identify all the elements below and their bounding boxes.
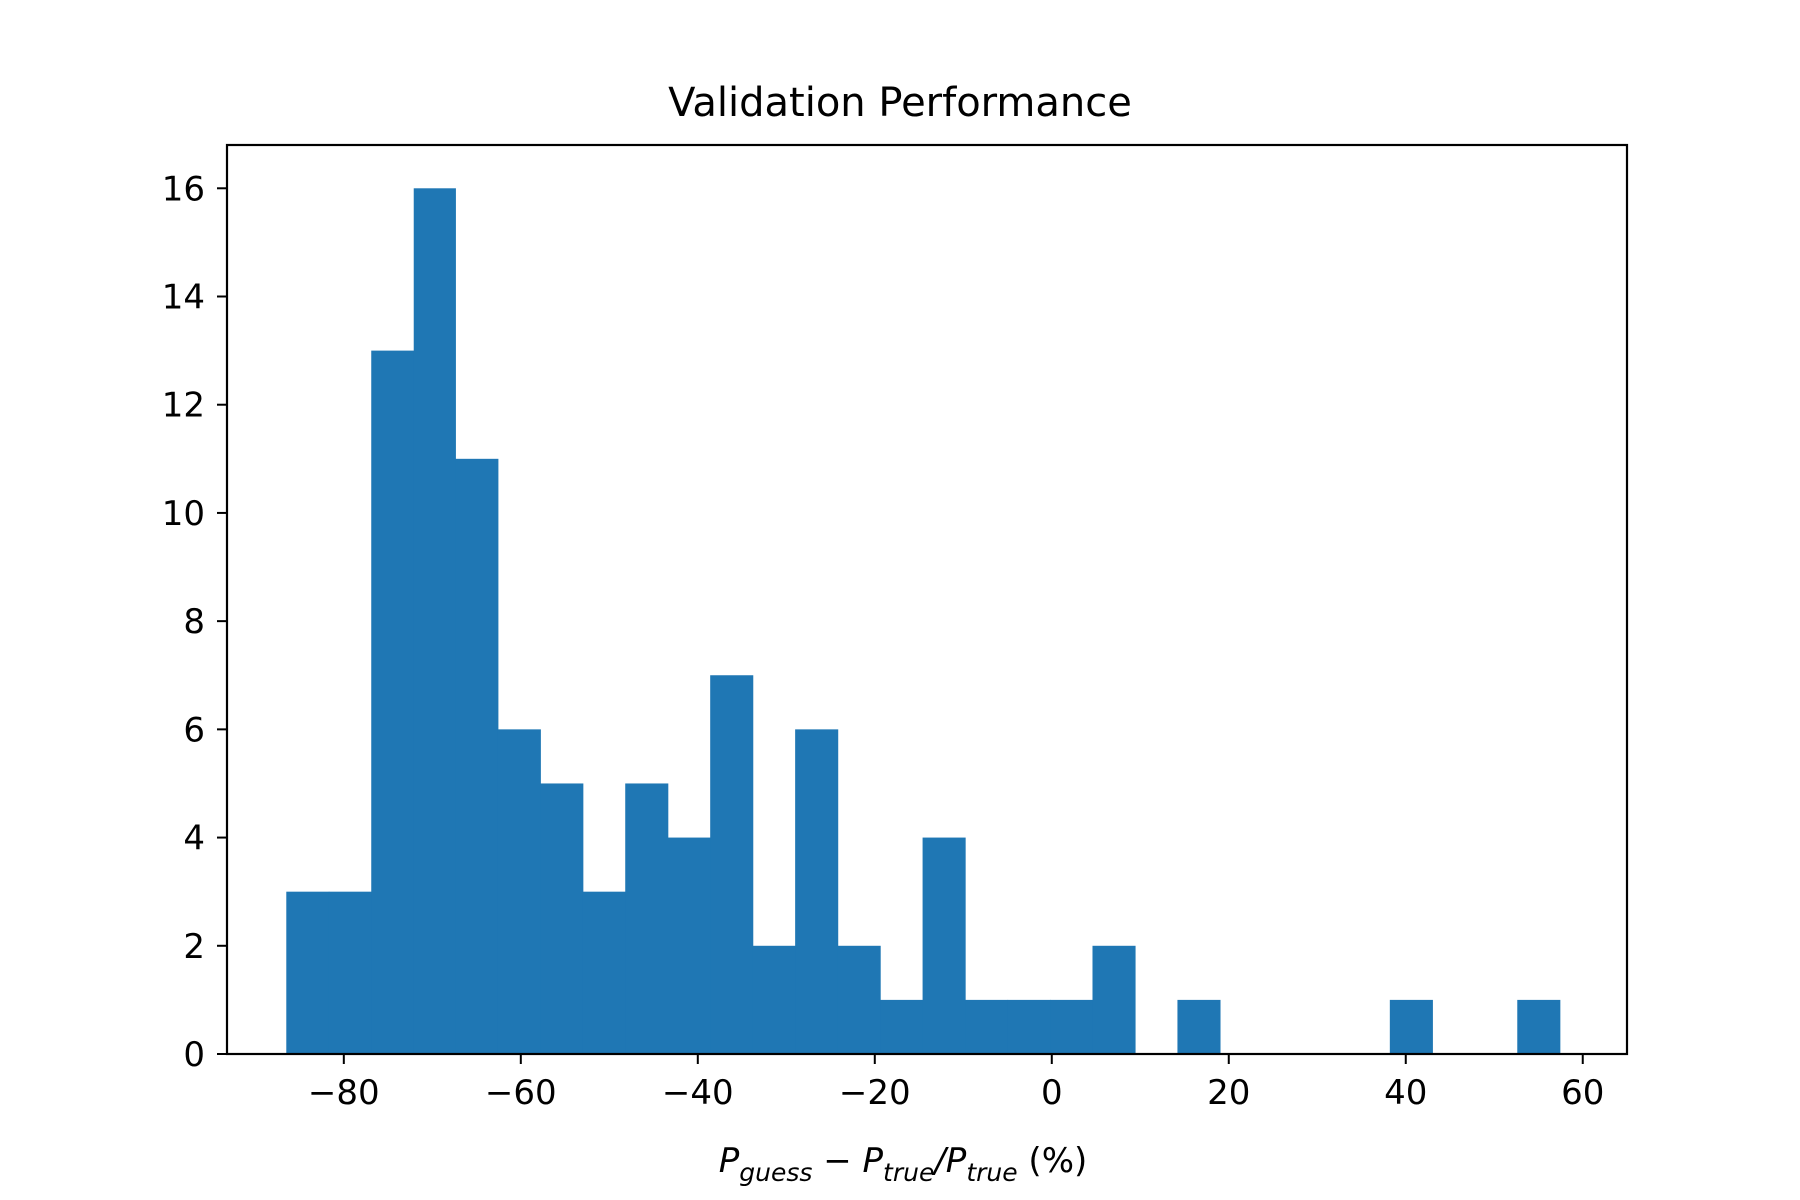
histogram-bar <box>286 891 330 1054</box>
x-axis-label-part: P <box>863 1141 884 1181</box>
histogram-bar <box>965 999 1009 1054</box>
y-tick-label: 6 <box>183 710 205 750</box>
histogram-bar <box>752 945 796 1054</box>
y-tick-label: 10 <box>162 494 205 534</box>
bars-layer <box>286 188 1561 1055</box>
y-axis-ticks: 0 2 4 6 8 10 12 14 16 <box>162 169 227 1075</box>
histogram-bar <box>497 729 541 1054</box>
x-tick-label: −40 <box>662 1073 734 1113</box>
histogram-bar <box>880 999 924 1054</box>
histogram-bar <box>667 837 711 1054</box>
histogram-bar <box>371 350 415 1054</box>
histogram-bar <box>413 188 456 1055</box>
histogram-bar <box>795 729 839 1054</box>
x-axis-label: Pguess − Ptrue/Ptrue (%) <box>719 1141 1088 1187</box>
axes-frame <box>225 143 1629 1056</box>
x-tick-label: 0 <box>1041 1073 1063 1113</box>
histogram-bar <box>710 675 754 1054</box>
x-axis-label-part: − <box>812 1141 862 1181</box>
histogram-bar <box>837 945 881 1054</box>
chart-title: Validation Performance <box>668 80 1132 126</box>
x-axis-ticks: −80 −60 −40 −20 0 20 40 60 <box>308 1054 1604 1113</box>
x-axis-label-part: P <box>946 1141 967 1181</box>
histogram-bar <box>455 458 499 1054</box>
x-tick-label: 60 <box>1561 1073 1604 1113</box>
y-tick-label: 8 <box>183 602 205 642</box>
histogram-bar <box>1177 999 1221 1054</box>
x-axis-label-part: guess <box>739 1158 812 1187</box>
y-tick-label: 16 <box>162 169 205 209</box>
histogram-bar <box>625 783 669 1054</box>
histogram-bar <box>1517 999 1561 1054</box>
x-axis-label-part: / <box>931 1141 949 1181</box>
x-axis-label-part: true <box>883 1158 934 1187</box>
histogram-bar <box>1389 999 1433 1054</box>
x-axis-label-part: P <box>719 1141 740 1181</box>
x-tick-label: 20 <box>1207 1073 1250 1113</box>
histogram-bar <box>328 891 372 1054</box>
y-tick-label: 0 <box>183 1035 205 1075</box>
y-tick-label: 4 <box>183 819 205 859</box>
x-tick-label: 40 <box>1384 1073 1427 1113</box>
x-tick-label: −80 <box>308 1073 380 1113</box>
histogram-bar <box>922 837 966 1054</box>
y-tick-label: 2 <box>183 927 205 967</box>
y-tick-label: 12 <box>162 386 205 426</box>
histogram-bar <box>582 891 626 1054</box>
histogram-bar <box>540 783 584 1054</box>
histogram-bar <box>1050 999 1094 1054</box>
x-axis-label-part: true <box>966 1158 1017 1187</box>
x-tick-label: −60 <box>485 1073 557 1113</box>
y-tick-label: 14 <box>162 278 205 318</box>
histogram-bar <box>1092 945 1136 1054</box>
x-axis-label-part: (%) <box>1018 1141 1088 1181</box>
histogram-bar <box>1007 999 1051 1054</box>
x-tick-label: −20 <box>839 1073 911 1113</box>
